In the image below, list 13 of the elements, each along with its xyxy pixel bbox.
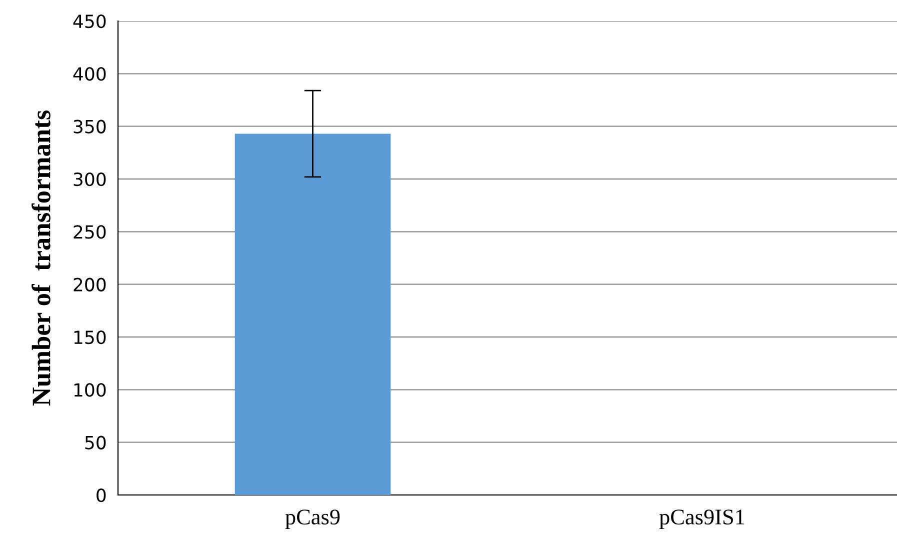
y-axis-title: Number of transformants [32, 110, 50, 406]
x-tick-label: pCas9 [285, 510, 340, 530]
y-tick-label: 450 [73, 14, 106, 28]
y-tick-label: 0 [96, 488, 106, 502]
y-tick-label: 50 [85, 436, 106, 450]
x-tick-label: pCas9IS1 [659, 510, 744, 530]
y-tick-label: 100 [74, 383, 106, 397]
y-tick-label: 300 [74, 172, 106, 186]
y-tick-label: 400 [73, 67, 106, 81]
y-tick-label: 350 [74, 120, 106, 134]
y-tick-label: 200 [74, 278, 106, 292]
y-tick-label: 150 [74, 330, 106, 344]
y-tick-label: 250 [74, 225, 106, 239]
